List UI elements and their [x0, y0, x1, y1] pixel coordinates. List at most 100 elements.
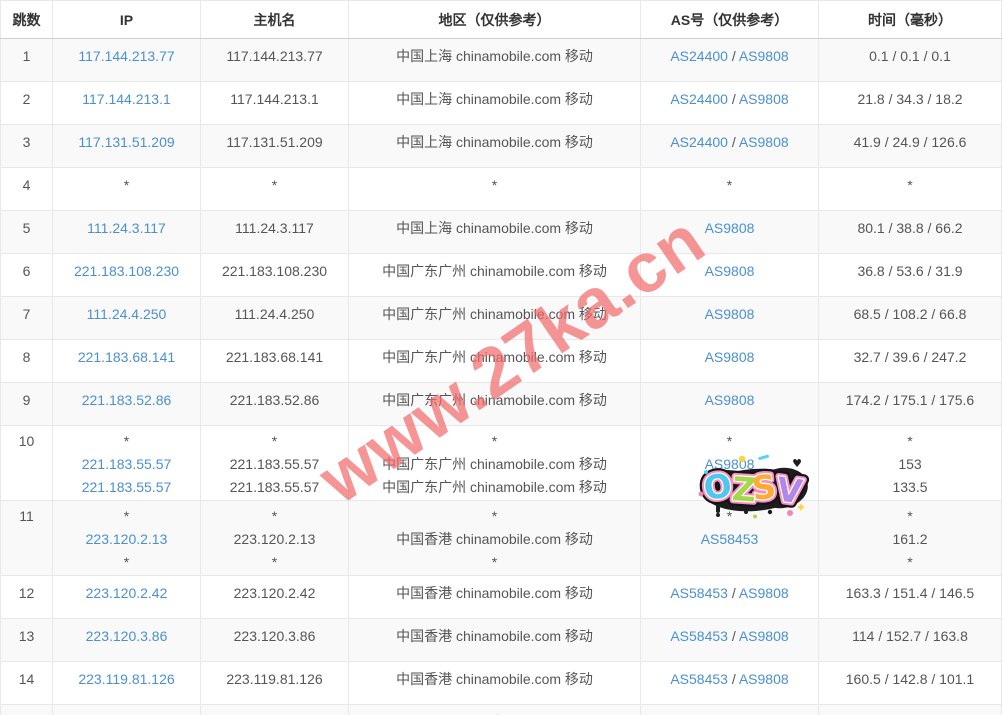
- asn-link[interactable]: AS9808: [738, 671, 789, 687]
- asn-link[interactable]: AS9808: [704, 263, 755, 279]
- asn-cell: * AS58453: [640, 500, 819, 576]
- region-text: *: [491, 177, 498, 193]
- col-header-ip: IP: [52, 0, 201, 39]
- time-text: 41.9 / 24.9 / 126.6: [853, 134, 967, 150]
- asn-link[interactable]: AS9808: [738, 134, 789, 150]
- hostname-text: 223.119.81.126: [226, 671, 323, 687]
- asn-link[interactable]: AS9808: [704, 220, 755, 236]
- hostname-cell: 223.119.81.126: [200, 661, 349, 705]
- ip-cell: 221.183.68.141: [52, 339, 201, 383]
- time-cell: 174.2 / 175.1 / 175.6: [818, 382, 1002, 426]
- ip-link[interactable]: 223.120.3.86: [85, 628, 168, 644]
- region-cell: 中国香港 chinamobile.com 移动: [348, 618, 641, 662]
- asn-link[interactable]: AS24400: [670, 48, 728, 64]
- ip-link[interactable]: 117.144.213.1: [82, 91, 171, 107]
- ip-missing: *: [123, 177, 130, 193]
- asn-cell: AS24400 / AS9808: [640, 38, 819, 82]
- asn-link[interactable]: AS58453: [700, 531, 759, 547]
- asn-cell: *: [640, 167, 819, 211]
- ip-link[interactable]: 221.183.68.141: [77, 349, 176, 365]
- ip-link[interactable]: 111.24.4.250: [86, 306, 167, 322]
- hostname-text: 117.144.213.77: [226, 48, 323, 64]
- hostname-cell: 221.183.68.141: [200, 339, 349, 383]
- ip-missing: *: [123, 508, 130, 524]
- hop-cell: 3: [0, 124, 53, 168]
- hop-number: 6: [22, 263, 31, 279]
- time-text: *: [907, 508, 913, 524]
- time-cell: 80.1 / 38.8 / 66.2: [818, 210, 1002, 254]
- ip-link[interactable]: 117.131.51.209: [78, 134, 175, 150]
- hostname-text: 221.183.52.86: [229, 392, 320, 408]
- ip-link[interactable]: 223.119.81.126: [78, 671, 175, 687]
- hostname-text: *: [271, 508, 278, 524]
- asn-separator: /: [727, 585, 739, 601]
- table-row: 2 117.144.213.1 117.144.213.1 中国上海 chinamob…: [0, 81, 1002, 125]
- hop-number: 8: [22, 349, 31, 365]
- time-cell: 0.1 / 0.1 / 0.1: [818, 38, 1002, 82]
- asn-link[interactable]: AS9808: [704, 306, 755, 322]
- region-cell: 中国广东广州 chinamobile.com 移动: [348, 339, 641, 383]
- ip-cell: * 221.183.55.57 221.183.55.57: [52, 425, 201, 501]
- hostname-cell: 223.120.3.86: [200, 618, 349, 662]
- ip-cell: 117.131.51.209: [52, 124, 201, 168]
- region-text: 中国上海 chinamobile.com 移动: [396, 220, 593, 236]
- asn-cell: * AS9808 AS9808: [640, 425, 819, 501]
- hop-number: 4: [22, 177, 31, 193]
- ip-link[interactable]: 221.183.55.57: [81, 456, 172, 472]
- ip-cell: 221.183.108.230: [52, 253, 201, 297]
- asn-link[interactable]: AS9808: [704, 349, 755, 365]
- asn-separator: /: [727, 48, 739, 64]
- asn-link[interactable]: AS9808: [704, 456, 755, 472]
- ip-link[interactable]: 117.144.213.77: [78, 48, 175, 64]
- ip-link[interactable]: 223.120.2.42: [85, 585, 168, 601]
- ip-link[interactable]: 221.183.108.230: [73, 263, 180, 279]
- hostname-cell: 117.131.51.209: [200, 124, 349, 168]
- time-cell: *: [818, 167, 1002, 211]
- asn-link[interactable]: AS9808: [704, 392, 755, 408]
- time-cell: * 161.2 *: [818, 500, 1002, 576]
- hostname-cell: 221.183.108.230: [200, 253, 349, 297]
- hop-cell: 1: [0, 38, 53, 82]
- ip-cell: 117.144.213.1: [52, 81, 201, 125]
- region-cell: 中国香港 chinamobile.com 移动: [348, 661, 641, 705]
- ip-link[interactable]: 221.183.55.57: [81, 479, 172, 495]
- hop-number: 12: [18, 585, 35, 601]
- asn-link[interactable]: AS9808: [738, 91, 789, 107]
- ip-link[interactable]: 111.24.3.117: [87, 220, 166, 236]
- region-text: 中国香港 chinamobile.com 移动: [396, 671, 593, 687]
- hostname-cell: *: [200, 167, 349, 211]
- hop-cell: 2: [0, 81, 53, 125]
- time-text: 153: [898, 456, 922, 472]
- ip-cell: * 223.120.2.13 *: [52, 500, 201, 576]
- region-text: 中国广东广州 chinamobile.com 移动: [382, 263, 607, 279]
- table-header: 跳数 IP 主机名 地区（仅供参考） AS号（仅供参考） 时间（毫秒）: [0, 0, 1002, 39]
- hop-number: 1: [22, 48, 31, 64]
- ip-cell: 223.120.2.42: [52, 575, 201, 619]
- asn-link[interactable]: AS58453: [670, 628, 728, 644]
- table-row: 13 223.120.3.86 223.120.3.86 中国香港 chinamobi…: [0, 618, 1002, 662]
- ip-link[interactable]: 221.183.52.86: [81, 392, 172, 408]
- col-header-time: 时间（毫秒）: [818, 0, 1002, 39]
- asn-link[interactable]: AS9808: [738, 628, 789, 644]
- time-cell: 21.8 / 34.3 / 18.2: [818, 81, 1002, 125]
- asn-link[interactable]: AS9808: [738, 585, 789, 601]
- region-cell: * 中国香港 chinamobile.com 移动 *: [348, 500, 641, 576]
- region-cell: 中国广东广州 chinamobile.com 移动: [348, 382, 641, 426]
- time-text: 161.2: [892, 531, 928, 547]
- asn-link[interactable]: AS58453: [670, 585, 728, 601]
- time-cell: 41.9 / 24.9 / 126.6: [818, 124, 1002, 168]
- asn-cell: AS58453 / AS9808: [640, 661, 819, 705]
- asn-link[interactable]: AS9808: [704, 479, 755, 495]
- asn-link[interactable]: AS24400: [670, 91, 728, 107]
- asn-link[interactable]: AS24400: [670, 134, 728, 150]
- region-cell: * 中国广东广州 chinamobile.com 移动 中国广东广州 chinamo…: [348, 425, 641, 501]
- asn-link[interactable]: AS58453: [670, 671, 728, 687]
- region-cell: 中国香港 chinamobile.com 移动: [348, 575, 641, 619]
- col-header-region: 地区（仅供参考）: [348, 0, 641, 39]
- asn-link[interactable]: AS9808: [738, 48, 789, 64]
- hostname-cell: 223.120.2.42: [200, 575, 349, 619]
- region-cell: 中国上海 chinamobile.com 移动: [348, 38, 641, 82]
- ip-link[interactable]: 223.120.2.13: [85, 531, 168, 547]
- ip-cell: 221.183.52.86: [52, 382, 201, 426]
